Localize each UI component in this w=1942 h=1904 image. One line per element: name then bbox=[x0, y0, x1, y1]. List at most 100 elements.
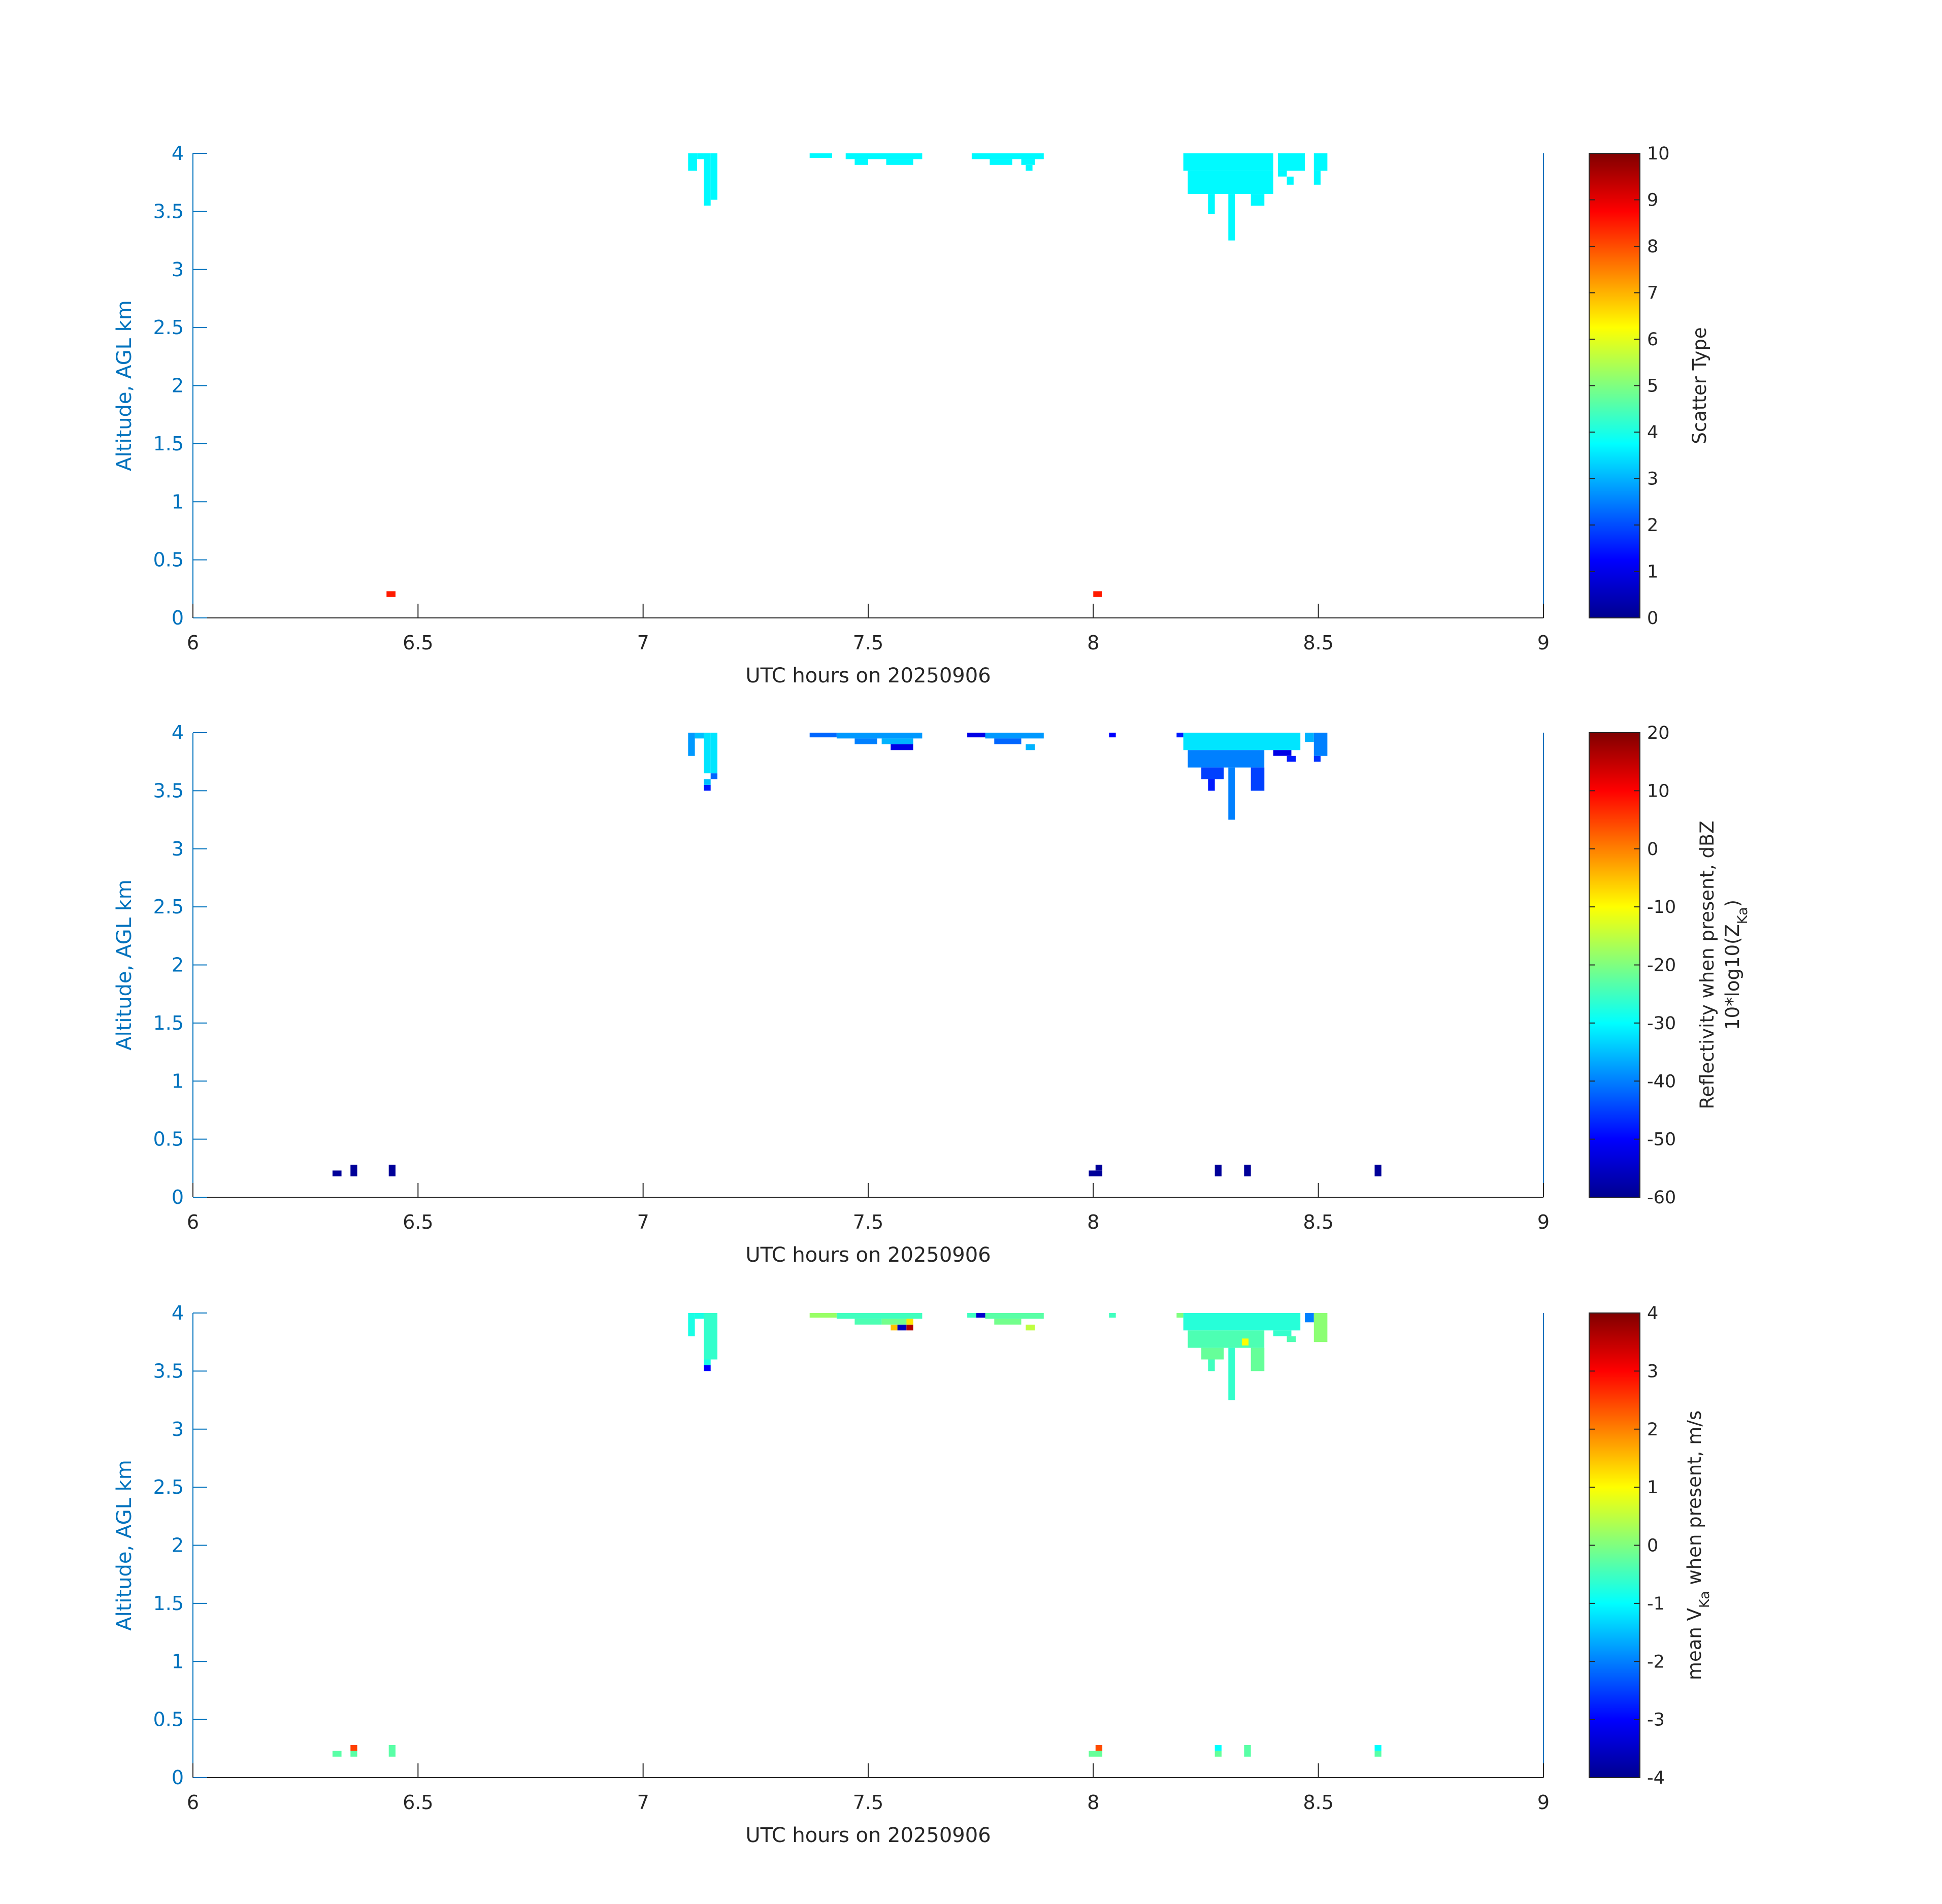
data-cell bbox=[388, 1745, 396, 1757]
x-tick-label: 8 bbox=[1087, 1791, 1099, 1814]
data-cell bbox=[1287, 176, 1294, 185]
data-cell bbox=[1188, 750, 1265, 768]
data-cell bbox=[1305, 733, 1314, 742]
data-cell bbox=[1176, 733, 1183, 738]
data-cell bbox=[967, 733, 985, 738]
data-cell bbox=[1277, 171, 1287, 177]
colorbar-tick-label: -60 bbox=[1647, 1188, 1676, 1208]
x-tick-label: 7 bbox=[637, 632, 649, 654]
data-cell bbox=[1176, 1313, 1183, 1318]
data-cell bbox=[836, 733, 923, 739]
x-tick-label: 9 bbox=[1537, 1791, 1550, 1814]
data-cell bbox=[1208, 779, 1215, 791]
data-cell bbox=[1273, 1330, 1292, 1336]
x-tick-label: 8.5 bbox=[1303, 632, 1333, 654]
x-tick-label: 6 bbox=[187, 1791, 199, 1814]
data-cell bbox=[809, 153, 832, 158]
x-tick-label: 9 bbox=[1537, 1211, 1550, 1233]
data-cell bbox=[710, 153, 717, 200]
colorbar: -4 -3 -2 -1 0 1 2 3 4 mean VKa when present, m/s bbox=[1589, 1303, 1713, 1788]
x-axis-label: UTC hours on 20250906 bbox=[745, 664, 991, 687]
y-tick-label: 4 bbox=[172, 721, 184, 744]
data-cell bbox=[891, 744, 913, 750]
y-tick-label: 3.5 bbox=[153, 1360, 184, 1382]
colorbar-tick-label: -1 bbox=[1647, 1594, 1665, 1614]
chart-panel-3: 0 0.5 1 1.5 2 2.5 3 3.5 4 6 6.5 7 7.5 8 8.5 9 UTC hours … bbox=[113, 1302, 1713, 1847]
y-tick-label: 1 bbox=[172, 1650, 184, 1672]
y-tick-label: 3 bbox=[172, 838, 184, 860]
data-cell bbox=[1287, 1336, 1296, 1342]
data-cell bbox=[906, 1324, 913, 1331]
colorbar-tick-label: 10 bbox=[1647, 781, 1670, 801]
data-cell bbox=[1208, 194, 1215, 214]
data-cell bbox=[967, 1313, 976, 1318]
colorbar-tick-label: 1 bbox=[1647, 1478, 1658, 1498]
x-tick-label: 7 bbox=[637, 1211, 649, 1233]
data-cell bbox=[891, 1324, 898, 1331]
y-tick-label: 0 bbox=[172, 1766, 184, 1789]
colorbar-tick-label: 1 bbox=[1647, 562, 1658, 582]
y-tick-label: 2 bbox=[172, 954, 184, 976]
data-cell bbox=[1374, 1751, 1381, 1757]
colorbar-tick-label: -4 bbox=[1647, 1768, 1665, 1788]
y-tick-label: 3 bbox=[172, 1418, 184, 1440]
data-cell bbox=[1095, 1745, 1103, 1751]
data-cell bbox=[809, 733, 837, 738]
y-tick-label: 3.5 bbox=[153, 779, 184, 802]
colorbar-tick-label: 8 bbox=[1647, 237, 1658, 257]
colorbar-label: mean VKa when present, m/s bbox=[1684, 1410, 1713, 1680]
colorbar-tick-label: 9 bbox=[1647, 190, 1658, 211]
colorbar-tick-label: 4 bbox=[1647, 1303, 1658, 1324]
colorbar-tick-label: 6 bbox=[1647, 330, 1658, 350]
colorbar-label-line2: 10*log10(ZKa) bbox=[1722, 900, 1751, 1030]
x-tick-label: 6.5 bbox=[403, 632, 433, 654]
y-tick-label: 0.5 bbox=[153, 1128, 184, 1151]
y-axis-label: Altitude, AGL km bbox=[113, 1460, 136, 1631]
colorbar-tick-label: -50 bbox=[1647, 1130, 1676, 1150]
colorbar-tick-label: 3 bbox=[1647, 469, 1658, 489]
data-cell bbox=[1241, 1338, 1249, 1345]
y-tick-label: 3.5 bbox=[153, 200, 184, 222]
data-cell bbox=[1021, 159, 1035, 165]
data-cell bbox=[1244, 1164, 1251, 1176]
y-tick-label: 0 bbox=[172, 1186, 184, 1208]
x-tick-label: 8.5 bbox=[1303, 1211, 1333, 1233]
x-tick-label: 7 bbox=[637, 1791, 649, 1814]
colorbar-gradient bbox=[1589, 1312, 1640, 1778]
y-tick-label: 2 bbox=[172, 375, 184, 397]
data-cell bbox=[332, 1751, 342, 1757]
x-tick-label: 8.5 bbox=[1303, 1791, 1333, 1814]
data-cell bbox=[1228, 767, 1235, 820]
data-cell bbox=[1313, 153, 1328, 171]
y-axis-label: Altitude, AGL km bbox=[113, 879, 136, 1051]
colorbar-label: Reflectivity when present, dBZ bbox=[1696, 820, 1718, 1109]
colorbar-tick-label: 0 bbox=[1647, 608, 1658, 629]
data-cell bbox=[1374, 1164, 1381, 1176]
data-cell bbox=[994, 738, 1022, 744]
data-cell bbox=[897, 1324, 907, 1331]
x-tick-label: 6.5 bbox=[403, 1791, 433, 1814]
colorbar-gradient bbox=[1589, 732, 1640, 1198]
x-tick-label: 7.5 bbox=[853, 632, 883, 654]
y-tick-label: 1.5 bbox=[153, 433, 184, 455]
data-cell bbox=[809, 1313, 837, 1318]
y-tick-label: 2 bbox=[172, 1534, 184, 1557]
data-cell bbox=[1109, 1313, 1116, 1318]
colorbar-tick-label: -40 bbox=[1647, 1071, 1676, 1092]
data-cell bbox=[1089, 1751, 1103, 1757]
data-cell bbox=[1183, 733, 1301, 750]
data-cell bbox=[854, 1319, 882, 1325]
colorbar-label-text: ) bbox=[1722, 900, 1743, 907]
colorbar-label-text: 10*log10(Z bbox=[1722, 924, 1743, 1030]
data-cell bbox=[704, 779, 711, 785]
colorbar-tick-label: -10 bbox=[1647, 897, 1676, 917]
colorbar-tick-label: 2 bbox=[1647, 515, 1658, 536]
chart-panel-2: 0 0.5 1 1.5 2 2.5 3 3.5 4 6 6.5 7 7.5 8 8.5 9 UTC hours … bbox=[113, 721, 1751, 1267]
colorbar-label-text: when present, m/s bbox=[1684, 1410, 1705, 1591]
data-cell bbox=[704, 1313, 717, 1360]
colorbar-tick-label: -20 bbox=[1647, 956, 1676, 976]
data-cell bbox=[704, 1365, 711, 1371]
data-cell bbox=[994, 1319, 1022, 1325]
data-cell bbox=[1201, 1348, 1224, 1360]
data-cell bbox=[695, 733, 704, 739]
